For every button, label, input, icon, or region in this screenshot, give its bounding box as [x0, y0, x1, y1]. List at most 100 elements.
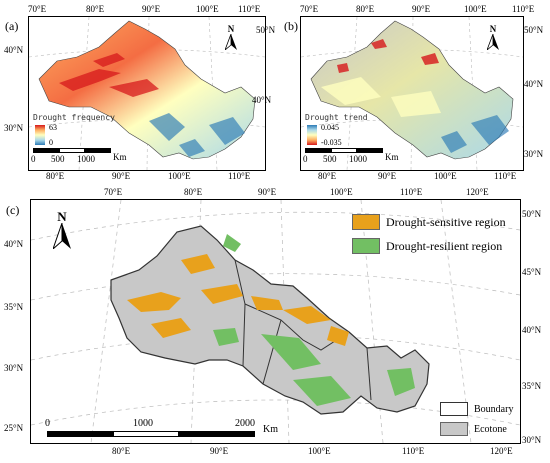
map-frame-a: N Drought frequency 63 0 0 500 1000 Km	[28, 16, 266, 171]
top-tick-b-1: 70°E	[300, 4, 319, 14]
top-tick-b-3: 90°E	[412, 4, 431, 14]
legend-item-resilient: Drought-resilient region	[352, 238, 502, 254]
top-tick-c-1: 70°E	[104, 187, 123, 197]
right-tick-a-1: 40°N	[252, 95, 272, 105]
study-region-c	[110, 225, 430, 415]
left-tick-c-3: 30°N	[4, 363, 24, 373]
legend-title-b: Drought trend	[305, 113, 368, 122]
top-tick-c-5: 110°E	[400, 187, 423, 197]
right-tick-c-3: 40°N	[522, 325, 542, 335]
top-tick-c-4: 100°E	[330, 187, 353, 197]
bottom-tick-a-4: 110°E	[228, 171, 251, 181]
left-tick-c-1: 40°N	[4, 239, 24, 249]
legend-min-b: -0.035	[321, 138, 342, 147]
legend-title-a: Drought frequency	[33, 113, 115, 122]
bottom-tick-c-5: 120°E	[490, 446, 513, 456]
map-frame-c: N Drought-sensitive region Drought-resil…	[30, 199, 521, 444]
left-tick-c-2: 35°N	[4, 302, 24, 312]
bottom-tick-c-2: 90°E	[210, 446, 229, 456]
north-arrow-b: N	[486, 24, 499, 54]
legend-item-ecotone: Ecotone	[440, 422, 507, 436]
scale-bar-b: 0 500 1000 Km	[303, 148, 401, 166]
north-label-a: N	[227, 24, 235, 34]
study-region-b	[310, 20, 514, 160]
scale-label: 500	[51, 154, 65, 164]
top-tick-a-5: 110°E	[238, 4, 261, 14]
bottom-tick-a-1: 80°E	[46, 171, 65, 181]
legend-item-sensitive: Drought-sensitive region	[352, 214, 506, 230]
top-tick-c-3: 90°E	[258, 187, 277, 197]
panel-label-c: (c)	[6, 203, 20, 217]
right-tick-c-5: 30°N	[522, 435, 542, 445]
legend-max-a: 63	[49, 123, 57, 132]
top-tick-a-4: 100°E	[196, 4, 219, 14]
bottom-tick-a-3: 100°E	[168, 171, 191, 181]
right-tick-b-3: 30°N	[524, 149, 544, 159]
legend-label-boundary: Boundary	[474, 403, 514, 415]
legend-ramp-b	[307, 125, 317, 145]
scale-label: 1000	[133, 418, 153, 429]
drought-frequency-map	[29, 17, 265, 170]
scale-label: 1000	[349, 154, 367, 164]
legend-min-a: 0	[49, 138, 53, 147]
sensitive-swatch	[352, 214, 380, 230]
north-arrow-icon	[224, 33, 237, 52]
map-frame-b: N Drought trend 0.045 -0.035 0 500 1000 …	[300, 16, 524, 171]
legend-label-sensitive: Drought-sensitive region	[386, 214, 506, 229]
bottom-tick-b-3: 100°E	[434, 171, 457, 181]
top-tick-a-1: 70°E	[28, 4, 47, 14]
right-tick-c-1: 50°N	[522, 209, 542, 219]
bottom-tick-b-1: 80°E	[318, 171, 337, 181]
top-tick-c-6: 120°E	[466, 187, 489, 197]
north-label-c: N	[57, 209, 67, 224]
panel-label-b: (b)	[284, 19, 298, 33]
top-tick-a-2: 80°E	[86, 4, 105, 14]
scale-unit: Km	[113, 152, 127, 162]
right-tick-c-4: 35°N	[522, 381, 542, 391]
legend-item-boundary: Boundary	[440, 402, 513, 416]
left-tick-a-2: 30°N	[4, 123, 24, 133]
bottom-tick-b-2: 90°E	[378, 171, 397, 181]
drought-sensitivity-map	[31, 200, 520, 443]
left-tick-a-1: 40°N	[4, 45, 24, 55]
legend-label-resilient: Drought-resilient region	[386, 238, 503, 253]
legend-label-ecotone: Ecotone	[474, 423, 507, 435]
right-tick-b-1: 50°N	[524, 25, 544, 35]
legend-max-b: 0.045	[321, 123, 339, 132]
scale-bar-c: 0 1000 2000 Km	[45, 418, 307, 439]
scale-label: 1000	[77, 154, 95, 164]
top-tick-b-2: 80°E	[356, 4, 375, 14]
scale-label: 0	[31, 154, 36, 164]
panel-label-a: (a)	[5, 19, 19, 33]
top-tick-c-2: 80°E	[184, 187, 203, 197]
ecotone-swatch	[440, 422, 468, 436]
scale-bar-a: 0 500 1000 Km	[31, 148, 129, 166]
scale-label: 0	[45, 418, 50, 429]
scale-label: 2000	[235, 418, 255, 429]
north-arrow-c: N	[51, 209, 71, 253]
scale-unit: Km	[385, 152, 399, 162]
bottom-tick-c-1: 80°E	[112, 446, 131, 456]
north-arrow-icon	[486, 33, 499, 52]
right-tick-b-0: 50°N	[256, 25, 276, 35]
legend-ramp-a	[35, 125, 45, 145]
north-arrow-a: N	[224, 24, 237, 54]
top-tick-a-3: 90°E	[142, 4, 161, 14]
bottom-tick-c-4: 110°E	[402, 446, 425, 456]
north-arrow-icon	[51, 222, 71, 251]
bottom-tick-a-2: 90°E	[112, 171, 131, 181]
drought-trend-map	[301, 17, 523, 170]
scale-label: 500	[323, 154, 337, 164]
right-tick-b-2: 40°N	[524, 79, 544, 89]
right-tick-c-2: 45°N	[522, 267, 542, 277]
top-tick-b-4: 100°E	[464, 4, 487, 14]
north-label-b: N	[489, 24, 497, 34]
bottom-tick-b-4: 110°E	[494, 171, 517, 181]
scale-label: 0	[303, 154, 308, 164]
left-tick-c-4: 25°N	[4, 423, 24, 433]
bottom-tick-c-3: 100°E	[308, 446, 331, 456]
boundary-swatch	[440, 402, 468, 416]
top-tick-b-5: 110°E	[512, 4, 535, 14]
scale-unit: Km	[263, 424, 278, 435]
resilient-swatch	[352, 238, 380, 254]
